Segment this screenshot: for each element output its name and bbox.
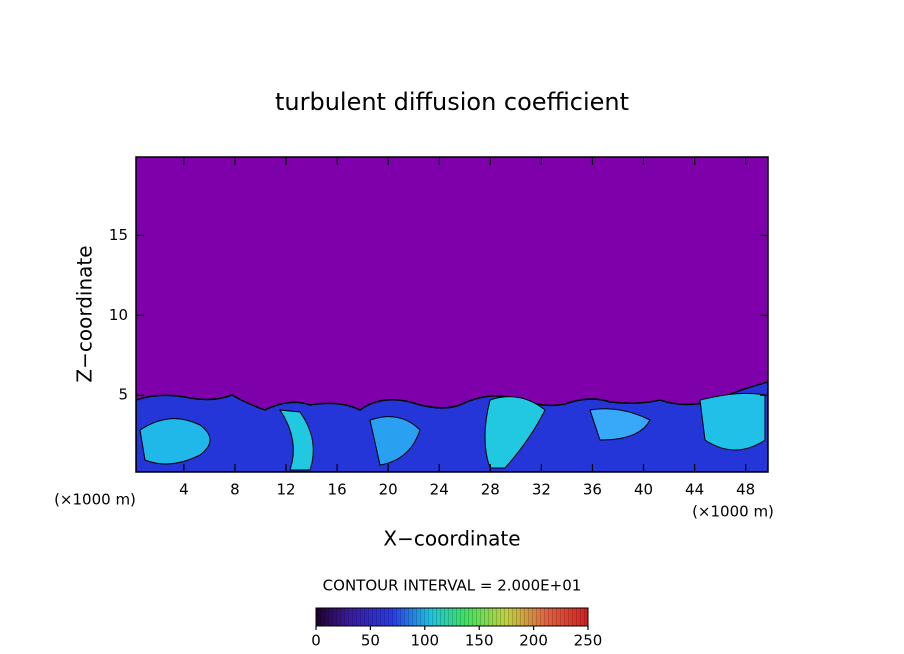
x-tick-label: 32 [532, 481, 551, 499]
x-tick-label: 8 [230, 481, 240, 499]
contour-patch [699, 392, 766, 451]
x-tick-label: 36 [583, 481, 602, 499]
x-unit-right: (×1000 m) [692, 503, 774, 521]
contour-interval: CONTOUR INTERVAL = 2.000E+01 [323, 577, 582, 595]
plot-frame [135, 156, 769, 473]
field [136, 157, 768, 472]
colorbar-frame [315, 607, 589, 627]
x-unit-left: (×1000 m) [54, 491, 136, 509]
x-tick-label: 44 [685, 481, 704, 499]
x-tick-label: 12 [276, 481, 295, 499]
x-tick-label: 40 [634, 481, 653, 499]
colorbar-tick-label: 200 [519, 632, 548, 650]
colorbar-tick-label: 250 [574, 632, 603, 650]
y-axis-label: Z−coordinate [73, 245, 97, 382]
x-tick-label: 20 [379, 481, 398, 499]
chart-title: turbulent diffusion coefficient [275, 88, 629, 116]
y-tick-label: 15 [109, 226, 128, 244]
contour-patch [278, 409, 314, 471]
x-tick-label: 28 [481, 481, 500, 499]
x-tick-label: 48 [736, 481, 755, 499]
x-tick-label: 24 [430, 481, 449, 499]
colorbar-tick-label: 0 [311, 632, 321, 650]
contour-patch [139, 418, 211, 465]
x-tick-label: 4 [179, 481, 189, 499]
x-axis-label: X−coordinate [383, 527, 520, 551]
contour-patch [589, 408, 651, 441]
y-tick-label: 10 [109, 306, 128, 324]
y-tick-label: 5 [118, 386, 128, 404]
colorbar-tick-label: 150 [465, 632, 494, 650]
contour-patch [369, 416, 421, 466]
contour-patch [484, 396, 546, 469]
colorbar-tick-label: 50 [361, 632, 380, 650]
x-tick-label: 16 [328, 481, 347, 499]
colorbar-tick-label: 100 [410, 632, 439, 650]
